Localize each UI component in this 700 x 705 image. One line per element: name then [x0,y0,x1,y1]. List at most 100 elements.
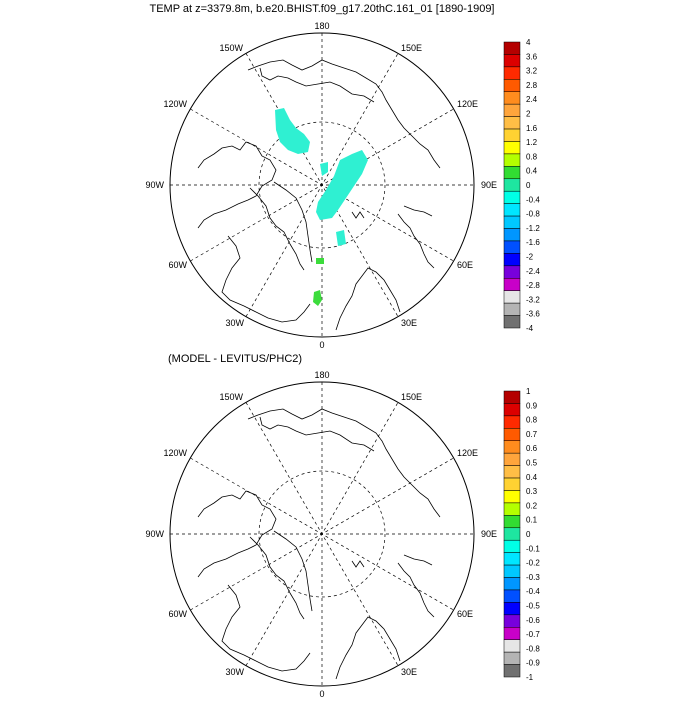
colorbar-swatch [503,79,521,92]
colorbar-tick-label: 3.6 [526,52,538,61]
colorbar-swatch [503,627,521,640]
lon-label-150e: 150E [401,43,422,53]
colorbar-swatch [503,190,521,204]
colorbar-swatch [503,240,521,254]
colorbar-swatch [503,564,521,578]
lon-label-120w: 120W [163,99,187,109]
lon-label-90w: 90W [145,180,164,190]
colorbar-swatch [503,515,521,529]
colorbar-swatch [503,166,521,180]
colorbar-tick-label: 0.1 [526,516,538,525]
colorbar-swatch [503,440,521,454]
panel-bottom-title: (MODEL - LEVITUS/PHC2) [168,353,302,365]
coastline-labrador [221,584,311,672]
lon-label-0: 0 [319,340,324,350]
longitude-labels: 180 0 90W 90E 150W 120W 60W 30W 150E 120… [145,370,497,699]
lon-label-60w: 60W [168,609,187,619]
lon-label-120w: 120W [163,448,187,458]
colorbar-swatch [503,116,521,130]
colorbar-swatch [503,54,521,68]
colorbar-tick-label: -0.7 [526,630,540,639]
colorbar-tick-label: -0.8 [526,210,540,219]
lon-label-120e: 120E [457,99,478,109]
lon-label-90e: 90E [481,529,497,539]
colorbar-swatch [503,178,521,192]
colorbar-swatch [503,278,521,291]
colorbar-tick-label: 0.5 [526,459,538,468]
colorbar-tick-label: 0 [526,530,531,539]
colorbar-swatch [503,664,521,678]
coastline-canada [197,490,277,578]
colorbar-tick-label: -0.1 [526,544,540,553]
colorbar-tick-label: -3.6 [526,310,540,319]
colorbar-tick-label: -3.2 [526,295,540,304]
coastlines [197,59,441,331]
colorbar-swatch [503,41,521,55]
coastline-novaya [403,205,433,217]
meridian-30w-150e [245,53,399,317]
colorbar-tick-label: -4 [526,324,534,333]
colorbar-swatch [503,128,521,142]
anomaly-patches [275,108,368,306]
colorbar-swatch [503,265,521,279]
coastline-greenland-west [249,536,305,620]
lon-label-0: 0 [319,689,324,699]
cyan-anomaly-patch [336,230,346,246]
cyan-anomaly-patch [275,108,310,154]
lon-label-60w: 60W [168,260,187,270]
colorbar-swatch [503,589,521,603]
lon-label-180: 180 [314,21,329,31]
coastline-islands [351,560,365,568]
colorbar-tick-label: 4 [526,38,531,47]
colorbar-swatch [503,315,521,329]
colorbar-swatch [503,302,521,316]
colorbar-tick-label: -2.4 [526,267,540,276]
colorbar-swatch [503,253,521,267]
graticule [170,382,474,686]
colorbar-tick-label: -1.6 [526,238,540,247]
lon-label-60e: 60E [457,260,473,270]
colorbar-swatch [503,651,521,665]
colorbar-swatch [503,428,521,441]
coastline-scandinavia [335,267,401,331]
lon-label-30e: 30E [401,318,417,328]
colorbar-swatch [503,215,521,229]
latitude-circle [258,470,386,598]
colorbar-tick-label: 0.7 [526,430,538,439]
lon-label-30w: 30W [225,318,244,328]
colorbar-tick-label: 1 [526,387,531,396]
colorbar-tick-label: -0.5 [526,602,540,611]
coastline-scandinavia [335,616,401,680]
colorbar-tick-label: 0.4 [526,473,538,482]
cyan-anomaly-patch [316,150,368,220]
lon-label-60e: 60E [457,609,473,619]
panel-bottom: (MODEL - LEVITUS/PHC2) 180 0 [145,353,540,699]
colorbar-tick-label: 2.8 [526,81,538,90]
lon-label-180: 180 [314,370,329,380]
colorbar-tick-label: 0.8 [526,416,538,425]
lon-label-30w: 30W [225,667,244,677]
colorbar-tick-label: 2.4 [526,95,538,104]
colorbar-swatch [503,490,521,504]
latitude-circle [258,121,386,249]
lon-label-150w: 150W [219,43,243,53]
colorbar-tick-label: -1.2 [526,224,540,233]
colorbar-tick-label: 0.8 [526,152,538,161]
panel-top-title: TEMP at z=3379.8m, b.e20.BHIST.f09_g17.2… [149,3,494,15]
green-anomaly-patch [316,258,324,264]
colorbar-tick-label: -0.4 [526,587,540,596]
lon-label-30e: 30E [401,667,417,677]
coastline-canada [197,141,277,229]
colorbar-tick-label: -1 [526,673,534,682]
coastline-islands [351,211,365,219]
colorbar-tick-label: 0.3 [526,487,538,496]
colorbar-swatch [503,141,521,155]
lon-label-150w: 150W [219,392,243,402]
colorbar-swatch [503,639,521,653]
coastline-greenland-west [249,187,305,271]
colorbar-tick-label: -0.8 [526,644,540,653]
coastline-greenland-east [273,181,313,263]
colorbar-swatch [503,477,521,491]
